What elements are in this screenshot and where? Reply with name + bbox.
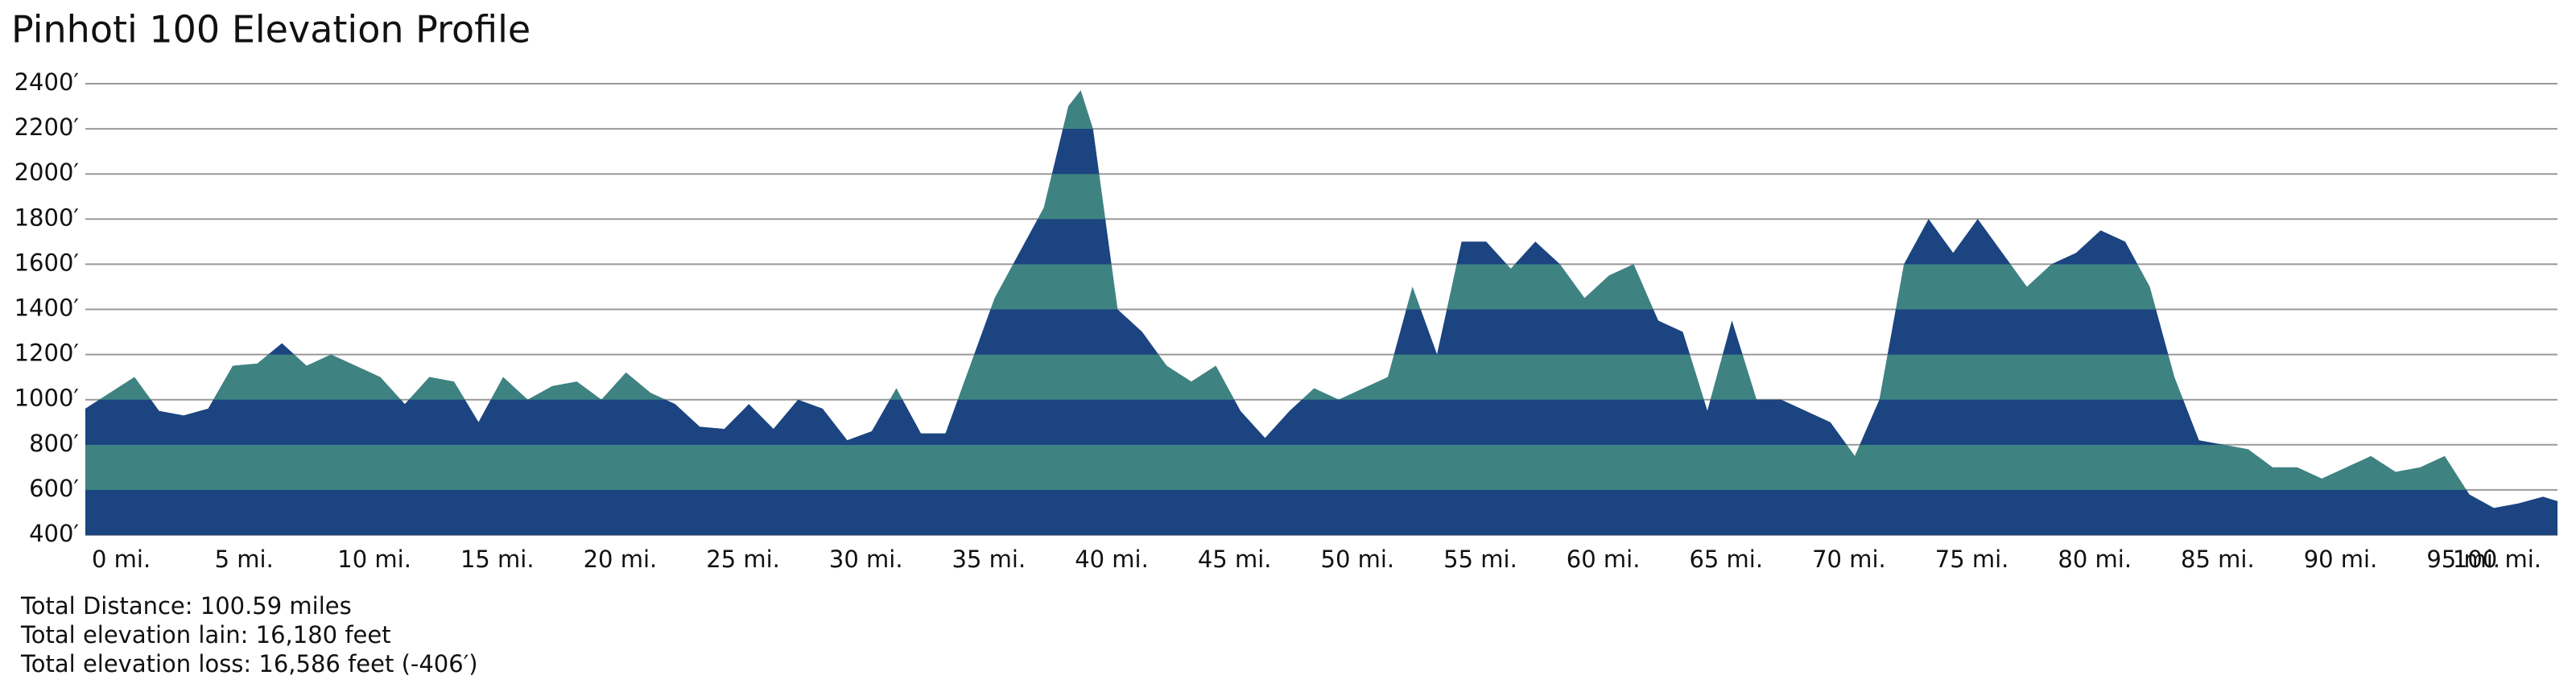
y-tick-label: 1000′ xyxy=(14,385,79,412)
x-tick-label: 40 mi. xyxy=(1075,546,1149,573)
chart-title: Pinhoti 100 Elevation Profile xyxy=(11,8,530,51)
y-tick-label: 2000′ xyxy=(14,159,79,186)
elevation-band xyxy=(85,444,2558,490)
elevation-band xyxy=(85,264,2558,310)
x-tick-label: 25 mi. xyxy=(706,546,780,573)
summary-note: Total elevation loss: 16,586 feet (-406′… xyxy=(20,650,478,677)
x-tick-label: 20 mi. xyxy=(584,546,658,573)
y-tick-label: 1400′ xyxy=(14,294,79,322)
x-tick-label: 45 mi. xyxy=(1198,546,1272,573)
x-tick-label: 5 mi. xyxy=(215,546,274,573)
x-tick-label: 95 mi. xyxy=(2426,546,2500,573)
x-tick-label: 75 mi. xyxy=(1935,546,2009,573)
x-tick-label: 55 mi. xyxy=(1443,546,1517,573)
x-tick-label: 50 mi. xyxy=(1321,546,1395,573)
x-tick-label: 90 mi. xyxy=(2304,546,2378,573)
y-tick-label: 400′ xyxy=(29,520,79,547)
elevation-band xyxy=(85,219,2558,265)
x-tick-label: 35 mi. xyxy=(952,546,1026,573)
y-tick-label: 1200′ xyxy=(14,340,79,367)
x-tick-label: 85 mi. xyxy=(2181,546,2255,573)
elevation-band xyxy=(85,309,2558,355)
summary-note: Total Distance: 100.59 miles xyxy=(20,592,352,620)
elevation-band xyxy=(85,354,2558,400)
x-tick-label: 10 mi. xyxy=(337,546,411,573)
elevation-band xyxy=(85,90,2558,130)
x-tick-label: 15 mi. xyxy=(460,546,535,573)
y-tick-label: 1800′ xyxy=(14,204,79,231)
summary-note: Total elevation lain: 16,180 feet xyxy=(20,621,391,649)
x-tick-label: 70 mi. xyxy=(1812,546,1886,573)
y-tick-label: 1600′ xyxy=(14,249,79,276)
elevation-band xyxy=(85,489,2558,535)
elevation-band xyxy=(85,174,2558,220)
x-tick-label: 65 mi. xyxy=(1689,546,1763,573)
x-tick-label: 100 mi. xyxy=(2453,546,2541,573)
elevation-band xyxy=(85,129,2558,175)
y-tick-label: 600′ xyxy=(29,475,79,502)
y-tick-label: 2200′ xyxy=(14,113,79,141)
elevation-band xyxy=(85,399,2558,445)
x-tick-label: 0 mi. xyxy=(92,546,151,573)
y-tick-label: 800′ xyxy=(29,430,79,457)
y-tick-label: 2400′ xyxy=(14,68,79,96)
x-tick-label: 80 mi. xyxy=(2058,546,2132,573)
x-tick-label: 60 mi. xyxy=(1567,546,1641,573)
x-tick-label: 30 mi. xyxy=(829,546,903,573)
